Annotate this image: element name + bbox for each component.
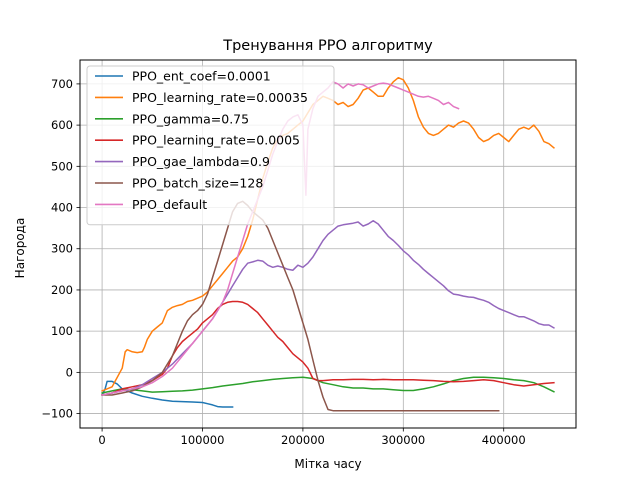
x-tick-label: 100000 [181, 433, 225, 447]
chart-title: Тренування PPO алгоритму [222, 38, 433, 54]
y-tick-label: −100 [41, 407, 73, 421]
legend-label: PPO_learning_rate=0.00035 [132, 90, 308, 105]
y-tick-label: 200 [51, 283, 73, 297]
legend-label: PPO_gamma=0.75 [132, 111, 249, 126]
axes-frame [79, 59, 577, 429]
legend-label: PPO_gae_lambda=0.9 [132, 154, 270, 169]
legend-box [86, 65, 335, 226]
x-axis-label: Мітка часу [294, 457, 361, 471]
y-tick-label: 0 [66, 365, 73, 379]
series-line-0 [101, 380, 234, 408]
y-tick-label: 100 [51, 324, 73, 338]
legend-label: PPO_learning_rate=0.0005 [132, 133, 300, 148]
axis-ticks: 0 100000 200000 300000 400000 −100 0 100 200 300 4… [41, 77, 525, 447]
legend-label: PPO_ent_coef=0.0001 [132, 69, 271, 84]
legend: PPO_ent_coef=0.0001 PPO_learning_rate=0.0… [86, 65, 335, 226]
x-tick-label: 200000 [281, 433, 325, 447]
series-line-3 [101, 300, 555, 396]
y-axis-label: Нагорода [13, 218, 27, 279]
x-tick-label: 300000 [381, 433, 425, 447]
y-tick-label: 400 [51, 201, 73, 215]
y-tick-label: 500 [51, 159, 73, 173]
y-tick-label: 600 [51, 118, 73, 132]
y-tick-label: 700 [51, 77, 73, 91]
x-tick-label: 400000 [482, 433, 526, 447]
y-tick-label: 300 [51, 242, 73, 256]
legend-label: PPO_batch_size=128 [132, 176, 263, 191]
series-line-2 [101, 376, 555, 394]
legend-label: PPO_default [132, 197, 207, 212]
x-tick-label: 0 [98, 433, 105, 447]
